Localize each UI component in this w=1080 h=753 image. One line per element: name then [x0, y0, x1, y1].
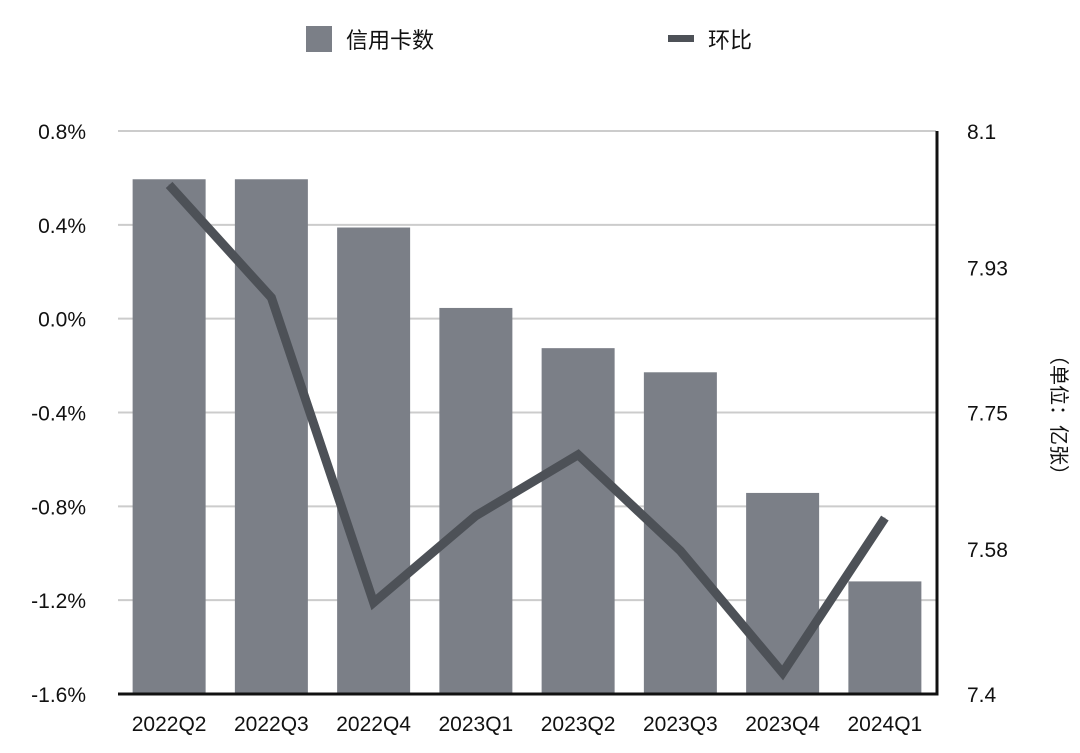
- line-point-2022Q3: [270, 297, 272, 299]
- legend-swatch-bar: [306, 26, 332, 52]
- line-point-2023Q2: [577, 454, 579, 456]
- bars: [132, 179, 922, 694]
- bar-2024Q1: [848, 581, 922, 694]
- left-tick-label: -1.2%: [31, 590, 86, 613]
- line-point-2022Q4: [373, 602, 375, 604]
- legend-label-line: 环比: [708, 28, 752, 53]
- right-tick-label: 7.58: [967, 539, 1008, 562]
- right-tick-label: 8.1: [967, 121, 996, 144]
- axes: [118, 131, 939, 696]
- right-tick-label: 7.93: [967, 258, 1008, 281]
- left-tick-label: -1.6%: [31, 684, 86, 707]
- right-tick-label: 7.75: [967, 403, 1008, 426]
- line-point-2023Q4: [782, 672, 784, 674]
- x-tick-label: 2023Q4: [745, 713, 820, 736]
- legend: 信用卡数 环比: [306, 26, 752, 53]
- right-axis-ticks: 8.1 7.93 7.75 7.58 7.4: [967, 121, 1008, 707]
- line-point-2023Q1: [475, 515, 477, 517]
- x-tick-label: 2023Q1: [439, 713, 514, 736]
- left-tick-label: -0.4%: [31, 403, 86, 426]
- x-tick-label: 2022Q2: [132, 713, 207, 736]
- line-series: [165, 181, 889, 681]
- x-tick-label: 2022Q4: [336, 713, 411, 736]
- legend-label-bar: 信用卡数: [346, 28, 434, 53]
- bar-2023Q3: [643, 372, 717, 694]
- left-tick-label: 0.8%: [38, 121, 86, 144]
- x-tick-label: 2024Q1: [848, 713, 923, 736]
- bar-2022Q2: [132, 179, 206, 694]
- bar-2022Q3: [234, 179, 308, 694]
- left-axis-ticks: 0.8% 0.4% 0.0% -0.4% -0.8% -1.2% -1.6%: [31, 121, 86, 707]
- right-tick-label: 7.4: [967, 684, 997, 707]
- legend-swatch-line: [668, 35, 694, 42]
- left-tick-label: 0.0%: [38, 309, 86, 332]
- line-point-2024Q1: [884, 517, 886, 519]
- line-point-2023Q3: [679, 550, 681, 552]
- right-axis-unit-label: （单位：亿张）: [1047, 345, 1070, 485]
- x-tick-label: 2023Q3: [643, 713, 718, 736]
- x-tick-label: 2022Q3: [234, 713, 309, 736]
- left-tick-label: -0.8%: [31, 496, 86, 519]
- line-环比: [165, 181, 889, 681]
- line-point-2022Q2: [168, 184, 170, 186]
- x-axis-ticks: 2022Q2 2022Q3 2022Q4 2023Q1 2023Q2 2023Q3 2023…: [132, 713, 922, 736]
- bar-2023Q4: [746, 492, 820, 694]
- left-tick-label: 0.4%: [38, 215, 86, 238]
- bar-2023Q2: [541, 348, 615, 694]
- x-tick-label: 2023Q2: [541, 713, 616, 736]
- bar-2022Q4: [337, 227, 411, 694]
